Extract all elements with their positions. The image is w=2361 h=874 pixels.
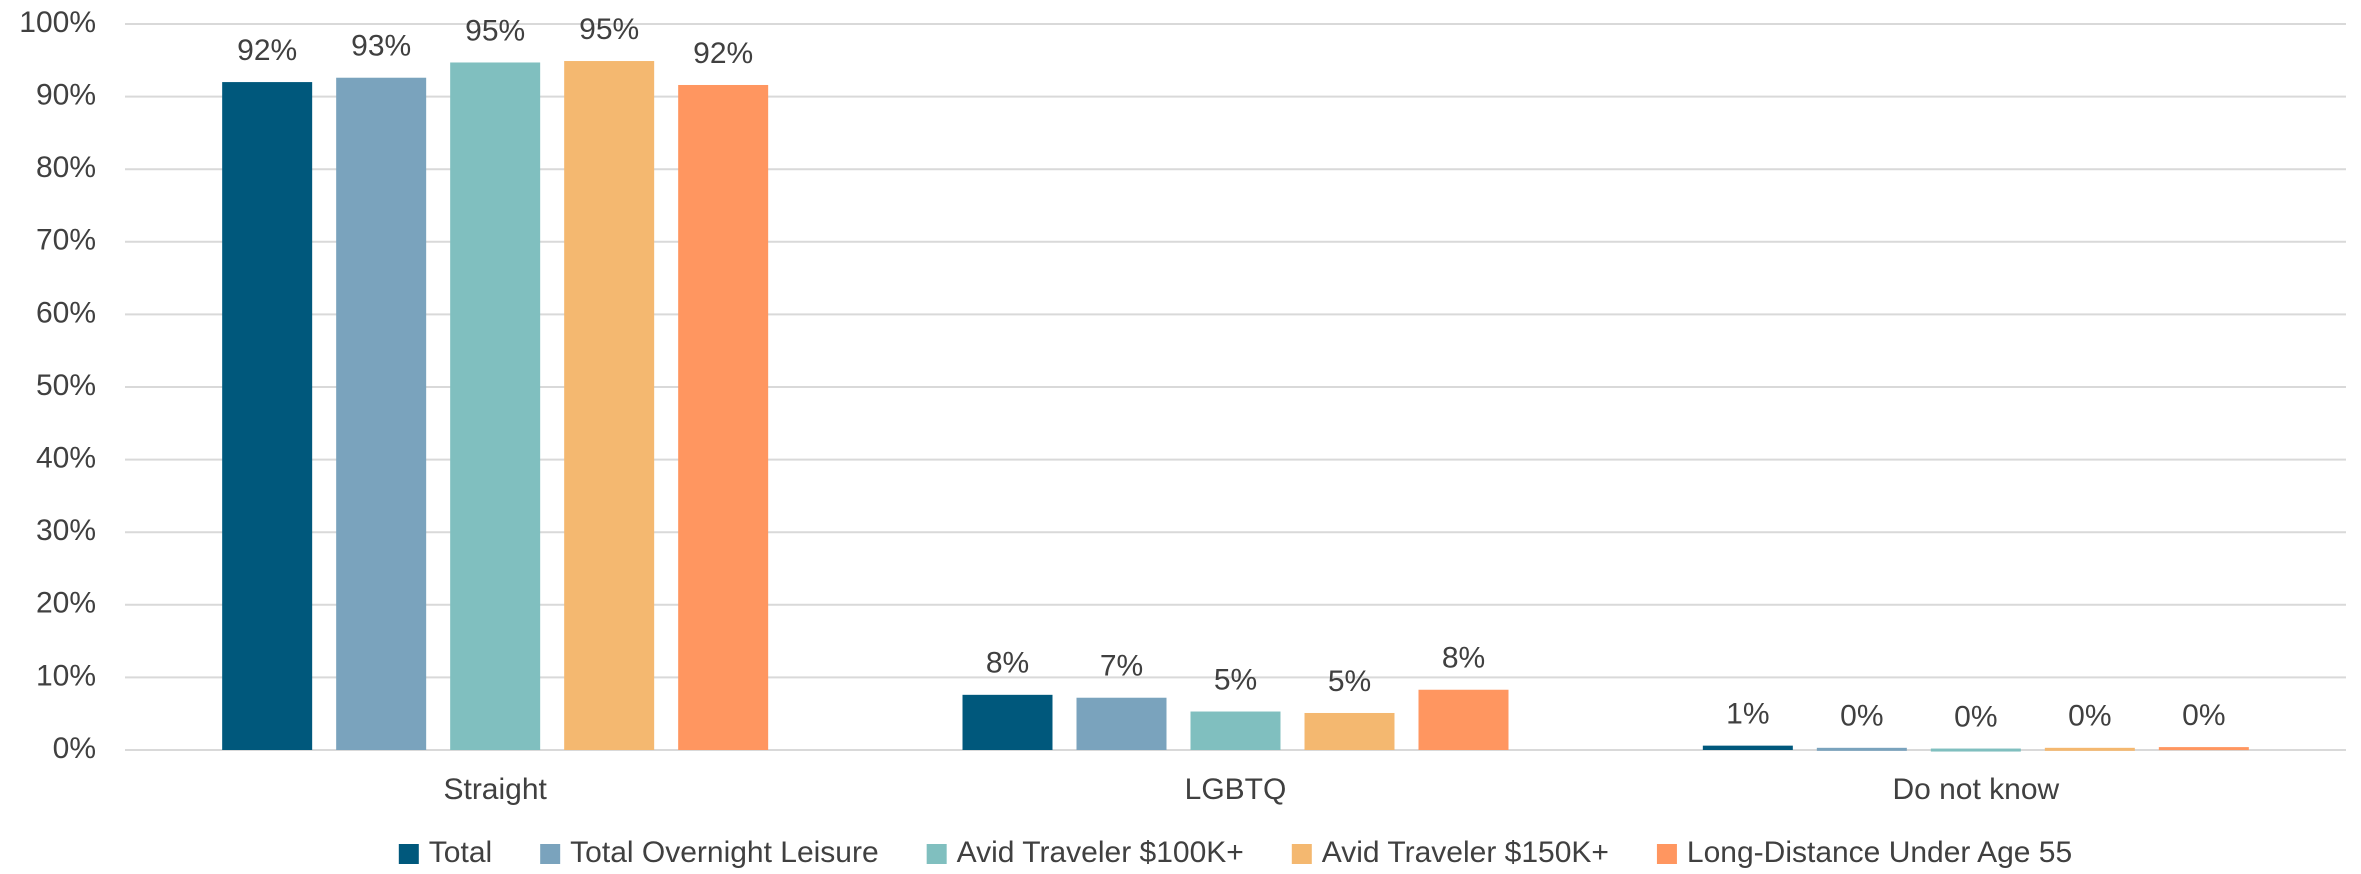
bar <box>336 77 427 750</box>
bar <box>450 62 541 750</box>
legend-label: Avid Traveler $150K+ <box>1322 836 1609 869</box>
legend-swatch <box>540 844 561 864</box>
bar <box>1816 747 1907 751</box>
x-tick-label: Do not know <box>1892 773 2059 806</box>
legend-label: Total Overnight Leisure <box>570 836 879 869</box>
legend-label: Total <box>429 836 492 869</box>
data-label: 0% <box>1954 700 1997 733</box>
data-label: 7% <box>1100 650 1143 683</box>
data-label: 1% <box>1726 698 1769 731</box>
y-tick-label: 20% <box>36 587 96 620</box>
data-label: 95% <box>465 14 525 47</box>
bar <box>1304 712 1395 750</box>
y-tick-label: 100% <box>19 6 96 39</box>
y-tick-label: 0% <box>53 732 96 765</box>
y-tick-label: 80% <box>36 151 96 184</box>
y-tick-label: 30% <box>36 514 96 547</box>
data-label: 8% <box>1442 642 1485 675</box>
legend-swatch <box>398 844 419 864</box>
legend-swatch <box>1656 844 1677 864</box>
x-tick-label: Straight <box>443 773 547 806</box>
data-label: 5% <box>1328 665 1371 698</box>
data-label: 92% <box>693 37 753 70</box>
y-tick-label: 70% <box>36 224 96 257</box>
y-tick-label: 10% <box>36 659 96 692</box>
data-label: 93% <box>351 30 411 63</box>
y-tick-label: 50% <box>36 369 96 402</box>
bar <box>1418 689 1509 750</box>
data-label: 0% <box>1840 700 1883 733</box>
data-label: 92% <box>237 34 297 67</box>
x-tick-label: LGBTQ <box>1185 773 1287 806</box>
data-label: 5% <box>1214 663 1257 696</box>
y-tick-label: 90% <box>36 79 96 112</box>
y-tick-label: 60% <box>36 296 96 329</box>
legend-swatch <box>926 844 947 864</box>
legend-label: Long-Distance Under Age 55 <box>1687 836 2072 869</box>
bar <box>2158 747 2249 751</box>
data-label: 95% <box>579 13 639 46</box>
data-label: 8% <box>986 647 1029 680</box>
legend-label: Avid Traveler $100K+ <box>957 836 1244 869</box>
bar <box>222 82 313 750</box>
bar <box>962 694 1053 750</box>
bar <box>564 61 655 750</box>
bar <box>1702 745 1793 750</box>
bar <box>2044 747 2135 751</box>
bar <box>1190 711 1281 750</box>
data-label: 0% <box>2182 699 2225 732</box>
legend-swatch <box>1291 844 1312 864</box>
data-label: 0% <box>2068 700 2111 733</box>
bar <box>1930 748 2021 752</box>
bar <box>1076 697 1167 750</box>
bar <box>678 84 769 750</box>
y-tick-label: 40% <box>36 442 96 475</box>
